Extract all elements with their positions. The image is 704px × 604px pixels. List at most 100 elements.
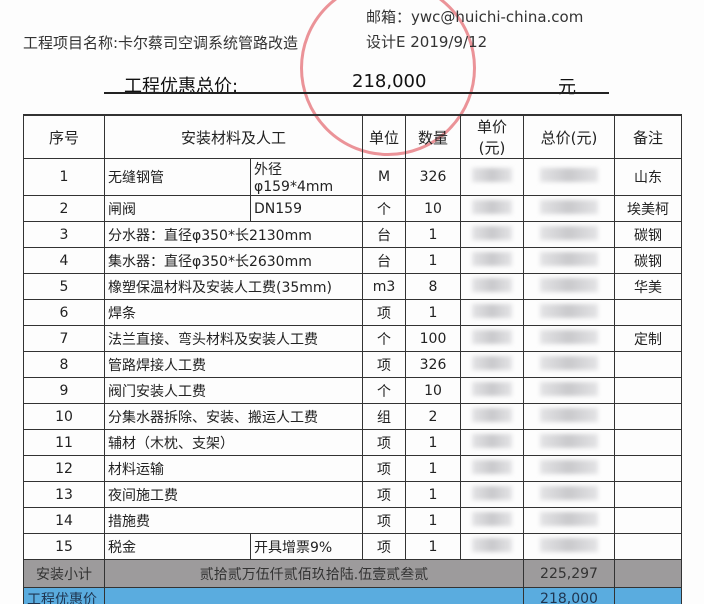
row-total-price-blurred [523, 481, 615, 508]
redacted-value [539, 459, 599, 474]
redacted-value [472, 168, 512, 182]
final-label: 工程优惠价 [23, 587, 105, 604]
row-unit: 项 [362, 299, 406, 326]
redacted-value [539, 225, 599, 240]
row-total-price-blurred [523, 533, 615, 560]
row-unit-price-blurred [460, 481, 524, 508]
col-unit-price: 单价(元) [460, 114, 524, 159]
row-unit-price-blurred [460, 195, 524, 222]
row-note [614, 351, 682, 378]
row-unit: 个 [362, 325, 406, 352]
row-qty: 1 [405, 533, 461, 560]
redacted-value [539, 329, 599, 344]
row-unit-price-blurred [460, 533, 524, 560]
redacted-value [472, 277, 512, 292]
row-unit: 组 [362, 403, 406, 430]
row-unit: 台 [362, 221, 406, 248]
table-row: 10 分集水器拆除、安装、搬运人工费组 2 [23, 403, 682, 430]
row-note [614, 377, 682, 404]
row-unit: 项 [362, 455, 406, 482]
redacted-value [472, 303, 512, 318]
redacted-value [539, 303, 599, 318]
col-no: 序号 [23, 114, 105, 159]
redacted-value [539, 407, 599, 422]
redacted-value [472, 225, 512, 240]
row-qty: 2 [405, 403, 461, 430]
table-row: 9 阀门安装人工费个 10 [23, 377, 682, 404]
row-no: 9 [23, 377, 105, 404]
row-unit: M [362, 158, 406, 196]
row-qty: 8 [405, 273, 461, 300]
row-no: 5 [23, 273, 105, 300]
redacted-value [472, 433, 512, 448]
table-row: 5 橡塑保温材料及安装人工费(35mm) m3 8 华美 [23, 273, 682, 300]
row-note: 华美 [614, 273, 682, 300]
row-no: 13 [23, 481, 105, 508]
col-item: 安装材料及人工 [104, 114, 363, 159]
redacted-value [472, 355, 512, 370]
table-row: 1 无缝钢管 外径φ159*4mm M 326 山东 [23, 158, 682, 196]
row-unit-price-blurred [460, 247, 524, 274]
row-item: 分集水器拆除、安装、搬运人工费 [104, 403, 363, 430]
row-note [614, 481, 682, 508]
row-unit-price-blurred [460, 221, 524, 248]
row-total-price-blurred [523, 455, 615, 482]
quotation-table: 序号 安装材料及人工 单位 数量 单价(元) 总价(元) 备注 1 无缝钢管 外径φ… [23, 114, 682, 604]
row-unit-price-blurred [460, 299, 524, 326]
final-note [614, 587, 682, 604]
row-qty: 10 [405, 195, 461, 222]
row-note [614, 429, 682, 456]
row-item: 阀门安装人工费 [104, 377, 363, 404]
subtotal-words: 贰拾贰万伍仟贰佰玖拾陆.伍壹贰叁贰 [104, 559, 524, 588]
row-item: 材料运输 [104, 455, 363, 482]
col-qty: 数量 [405, 114, 461, 159]
table-row: 2 闸阀 DN159 个 10 埃美柯 [23, 195, 682, 222]
row-unit: 项 [362, 351, 406, 378]
email: 邮箱：ywc@huichi-china.com [366, 8, 584, 26]
row-unit: 台 [362, 247, 406, 274]
row-note [614, 507, 682, 534]
row-unit: 项 [362, 481, 406, 508]
row-item: 无缝钢管 [104, 158, 251, 196]
row-unit-price-blurred [460, 351, 524, 378]
subtotal-note [614, 559, 682, 588]
redacted-value [539, 433, 599, 448]
table-row: 11 辅材（木枕、支架）项 1 [23, 429, 682, 456]
total-unit: 元 [558, 77, 576, 98]
total-value: 218,000 [352, 71, 427, 92]
row-item: 税金 [104, 533, 251, 560]
row-note [614, 403, 682, 430]
row-spec: 开具增票9% [250, 533, 363, 560]
table-header: 序号 安装材料及人工 单位 数量 单价(元) 总价(元) 备注 [23, 114, 682, 159]
row-unit-price-blurred [460, 273, 524, 300]
row-item: 措施费 [104, 507, 363, 534]
row-qty: 1 [405, 221, 461, 248]
redacted-value [539, 277, 599, 292]
table-row: 8 管路焊接人工费项 326 [23, 351, 682, 378]
underline [104, 92, 609, 94]
redacted-value [472, 511, 512, 526]
row-total-price-blurred [523, 429, 615, 456]
table-row: 3 分水器：直径φ350*长2130mm 台 1 碳钢 [23, 221, 682, 248]
redacted-value [472, 199, 512, 214]
row-unit: 个 [362, 195, 406, 222]
row-qty: 326 [405, 158, 461, 196]
row-note: 埃美柯 [614, 195, 682, 222]
row-item: 焊条 [104, 299, 363, 326]
row-total-price-blurred [523, 377, 615, 404]
row-unit-price-blurred [460, 377, 524, 404]
table-row: 7 法兰直接、弯头材料及安装人工费个 100 定制 [23, 325, 682, 352]
row-spec: 外径φ159*4mm [250, 158, 363, 196]
subtotal-row: 安装小计 贰拾贰万伍仟贰佰玖拾陆.伍壹贰叁贰 225,297 [23, 559, 682, 588]
row-no: 2 [23, 195, 105, 222]
redacted-value [472, 329, 512, 344]
row-total-price-blurred [523, 273, 615, 300]
redacted-value [539, 199, 599, 214]
row-unit-price-blurred [460, 455, 524, 482]
row-total-price-blurred [523, 403, 615, 430]
row-qty: 10 [405, 377, 461, 404]
row-qty: 326 [405, 351, 461, 378]
redacted-value [472, 407, 512, 422]
row-note: 山东 [614, 158, 682, 196]
